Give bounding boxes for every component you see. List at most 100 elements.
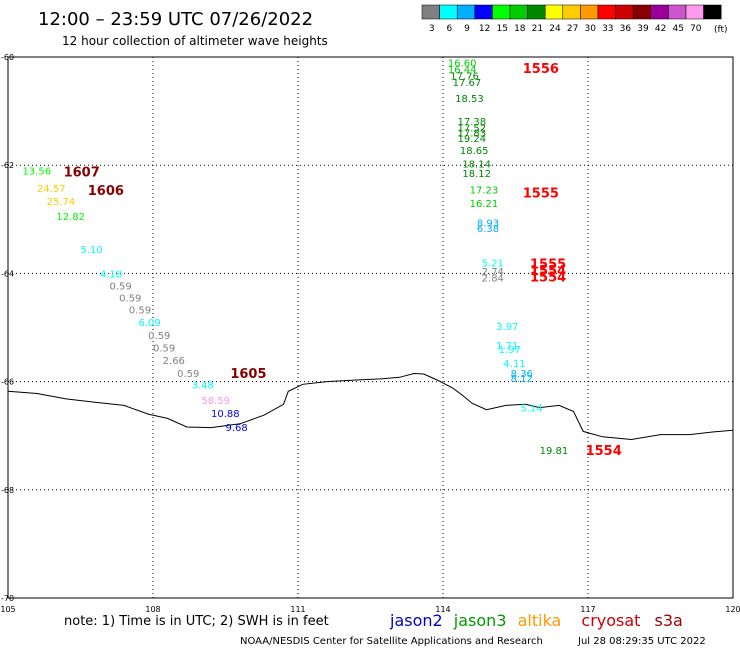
legend-swatch [703, 4, 722, 20]
legend-swatch [668, 4, 687, 20]
x-tick-label: 114 [435, 605, 450, 614]
pass-time-label: 1555 [523, 186, 559, 201]
y-tick-label: -62 [1, 161, 14, 170]
legend-swatch [650, 4, 669, 20]
wave-height-label: 16.21 [470, 199, 499, 210]
legend-bin-label: 36 [620, 24, 632, 34]
legend-bin-label: 3 [429, 24, 435, 34]
y-tick-label: -70 [1, 594, 14, 603]
wave-height-label: 18.12 [462, 169, 491, 180]
pass-time-label: 1607 [64, 166, 100, 181]
wave-height-label: 17.52 [458, 123, 487, 134]
wave-height-label: 6.38 [477, 224, 499, 235]
legend-bin-label: 18 [514, 24, 526, 34]
legend-bin-label: 9 [464, 24, 470, 34]
wave-height-label: 2.84 [482, 274, 504, 285]
chart-subtitle: 12 hour collection of altimeter wave hei… [62, 34, 328, 48]
wave-height-label: 17.38 [458, 117, 487, 128]
legend-bin-label: 33 [602, 24, 613, 34]
legend-bin-label: 70 [690, 24, 702, 34]
wave-height-label: 18.65 [460, 146, 489, 157]
legend-swatch [421, 4, 440, 20]
coastline [7, 372, 734, 441]
x-tick-label: 105 [0, 605, 15, 614]
y-tick-label: -60 [1, 53, 14, 62]
wave-height-label: 17.83 [458, 129, 487, 140]
legend-bin-label: 39 [637, 24, 649, 34]
legend-bin-label: 21 [532, 24, 543, 34]
wave-height-label: 10.88 [211, 409, 240, 420]
legend-bin-label: 24 [549, 24, 561, 34]
satellite-legend: jason2 jason3 altika cryosat s3a [389, 611, 683, 630]
wave-height-label: 0.59 [148, 331, 170, 342]
wave-height-label: 0.59 [119, 294, 141, 305]
legend-swatch [527, 4, 546, 20]
pass-time-label: 1554 [586, 444, 622, 459]
wave-height-label: 3.48 [192, 380, 214, 391]
legend-swatch [632, 4, 652, 20]
x-tick-label: 117 [580, 605, 595, 614]
y-tick-label: -66 [1, 378, 14, 387]
legend-swatch [597, 4, 616, 20]
plot-frame [7, 56, 734, 599]
satellite-name: jason2 [389, 611, 443, 630]
legend-bin-label: 15 [496, 24, 507, 34]
wave-height-label: 13.56 [23, 167, 52, 178]
color-scale-legend: 3 6 9 12 15 18 21 24 27 30 33 36 39 42 45 70 [421, 4, 722, 34]
legend-swatch [492, 4, 511, 20]
wave-height-label: 8.36 [511, 369, 533, 380]
x-tick-label: 120 [725, 605, 740, 614]
wave-height-label: 2.66 [163, 356, 185, 367]
x-tick-label: 111 [290, 605, 305, 614]
wave-height-label: 5.21 [482, 259, 504, 270]
footer-credit: NOAA/NESDIS Center for Satellite Applica… [240, 636, 543, 647]
wave-height-label: 0.59 [110, 281, 132, 292]
wave-height-label: 19.24 [458, 134, 487, 145]
wave-height-label: 16.44 [448, 65, 477, 76]
satellite-name: s3a [655, 611, 683, 630]
satellite-name: altika [518, 611, 562, 630]
satellite-name: cryosat [581, 611, 640, 630]
legend-bin-label: 30 [584, 24, 596, 34]
legend-swatch [562, 4, 581, 20]
legend-swatch [615, 4, 634, 20]
wave-height-label: 9.68 [226, 423, 248, 434]
wave-height-label: 1.71 [496, 341, 518, 352]
wave-height-label: 6.09 [139, 318, 161, 329]
legend-swatch [685, 4, 704, 20]
wave-height-label: 18.14 [462, 160, 491, 171]
legend-swatch [474, 4, 493, 20]
wave-height-label: 5.14 [520, 404, 542, 415]
legend-bin-label: 45 [672, 24, 683, 34]
legend-swatch [544, 4, 564, 20]
wave-height-label: 1.97 [499, 345, 521, 356]
legend-swatch [456, 4, 476, 20]
grid-lines [8, 57, 733, 598]
legend-bin-label: 42 [655, 24, 666, 34]
legend-swatch [439, 4, 458, 20]
wave-height-label: 8.93 [477, 219, 499, 230]
pass-time-label: 1555 [530, 258, 566, 273]
footer-timestamp: Jul 28 08:29:35 UTC 2022 [577, 636, 706, 647]
legend-unit: (ft) [714, 25, 728, 35]
pass-time-label: 1556 [523, 62, 559, 77]
wave-height-label: 58.59 [201, 396, 230, 407]
legend-bin-label: 27 [567, 24, 578, 34]
pass-time-label: 1606 [88, 184, 124, 199]
wave-height-label: 8.12 [511, 374, 533, 385]
y-tick-label: -68 [1, 486, 14, 495]
wave-height-label: 3.97 [496, 322, 518, 333]
wave-height-label: 25.74 [47, 197, 76, 208]
wave-height-label: 12.82 [56, 212, 85, 223]
legend-swatch [509, 4, 528, 20]
legend-bin-label: 6 [447, 24, 453, 34]
wave-height-label: 5.10 [81, 245, 103, 256]
wave-height-label: 17.67 [453, 78, 482, 89]
wave-height-label: 2.74 [482, 267, 504, 278]
wave-height-label: 4.11 [503, 359, 525, 370]
wave-height-label: 24.57 [37, 184, 66, 195]
pass-time-label: 1554 [530, 271, 566, 286]
